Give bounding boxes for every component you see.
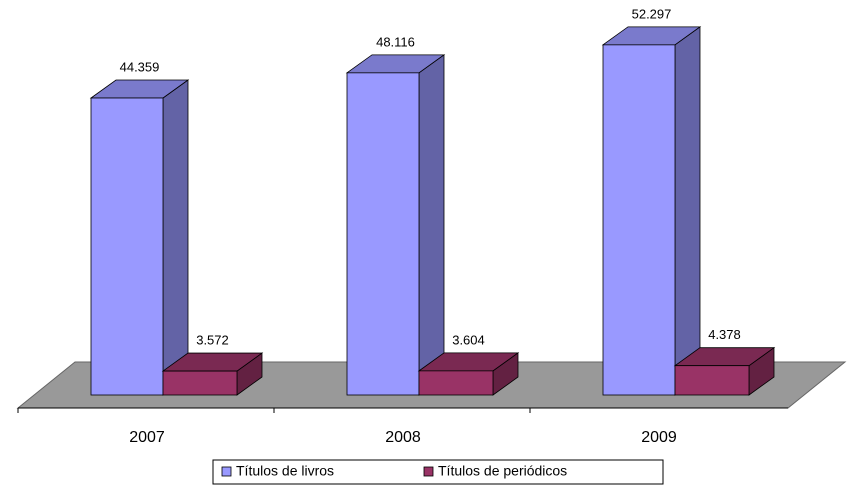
bar-front	[90, 97, 164, 396]
x-tick-label: 2009	[641, 429, 677, 446]
value-label: 48.116	[376, 34, 415, 49]
value-label: 44.359	[120, 59, 160, 74]
bar-front	[162, 370, 238, 396]
bar	[417, 352, 520, 396]
bar	[161, 352, 264, 396]
bar-side	[162, 79, 189, 396]
bar	[89, 79, 190, 396]
legend-label: Títulos de livros	[236, 463, 334, 479]
legend	[212, 459, 664, 485]
bar-side	[674, 26, 701, 396]
x-tick-label: 2007	[129, 429, 165, 446]
x-tick-label: 2008	[385, 429, 421, 446]
bar-front	[346, 72, 420, 396]
bar	[673, 346, 776, 396]
bar	[601, 26, 702, 396]
legend-label: Títulos de periódicos	[438, 463, 567, 479]
legend-swatch	[221, 466, 232, 477]
bar-front	[602, 44, 676, 396]
value-label: 4.378	[708, 327, 741, 342]
bar-side	[418, 54, 445, 396]
legend-swatch	[423, 466, 434, 477]
bar-front	[674, 365, 750, 396]
value-label: 3.604	[452, 332, 485, 347]
bar-front	[418, 370, 494, 396]
bar	[345, 54, 446, 396]
value-label: 52.297	[632, 6, 672, 21]
value-label: 3.572	[196, 333, 229, 348]
